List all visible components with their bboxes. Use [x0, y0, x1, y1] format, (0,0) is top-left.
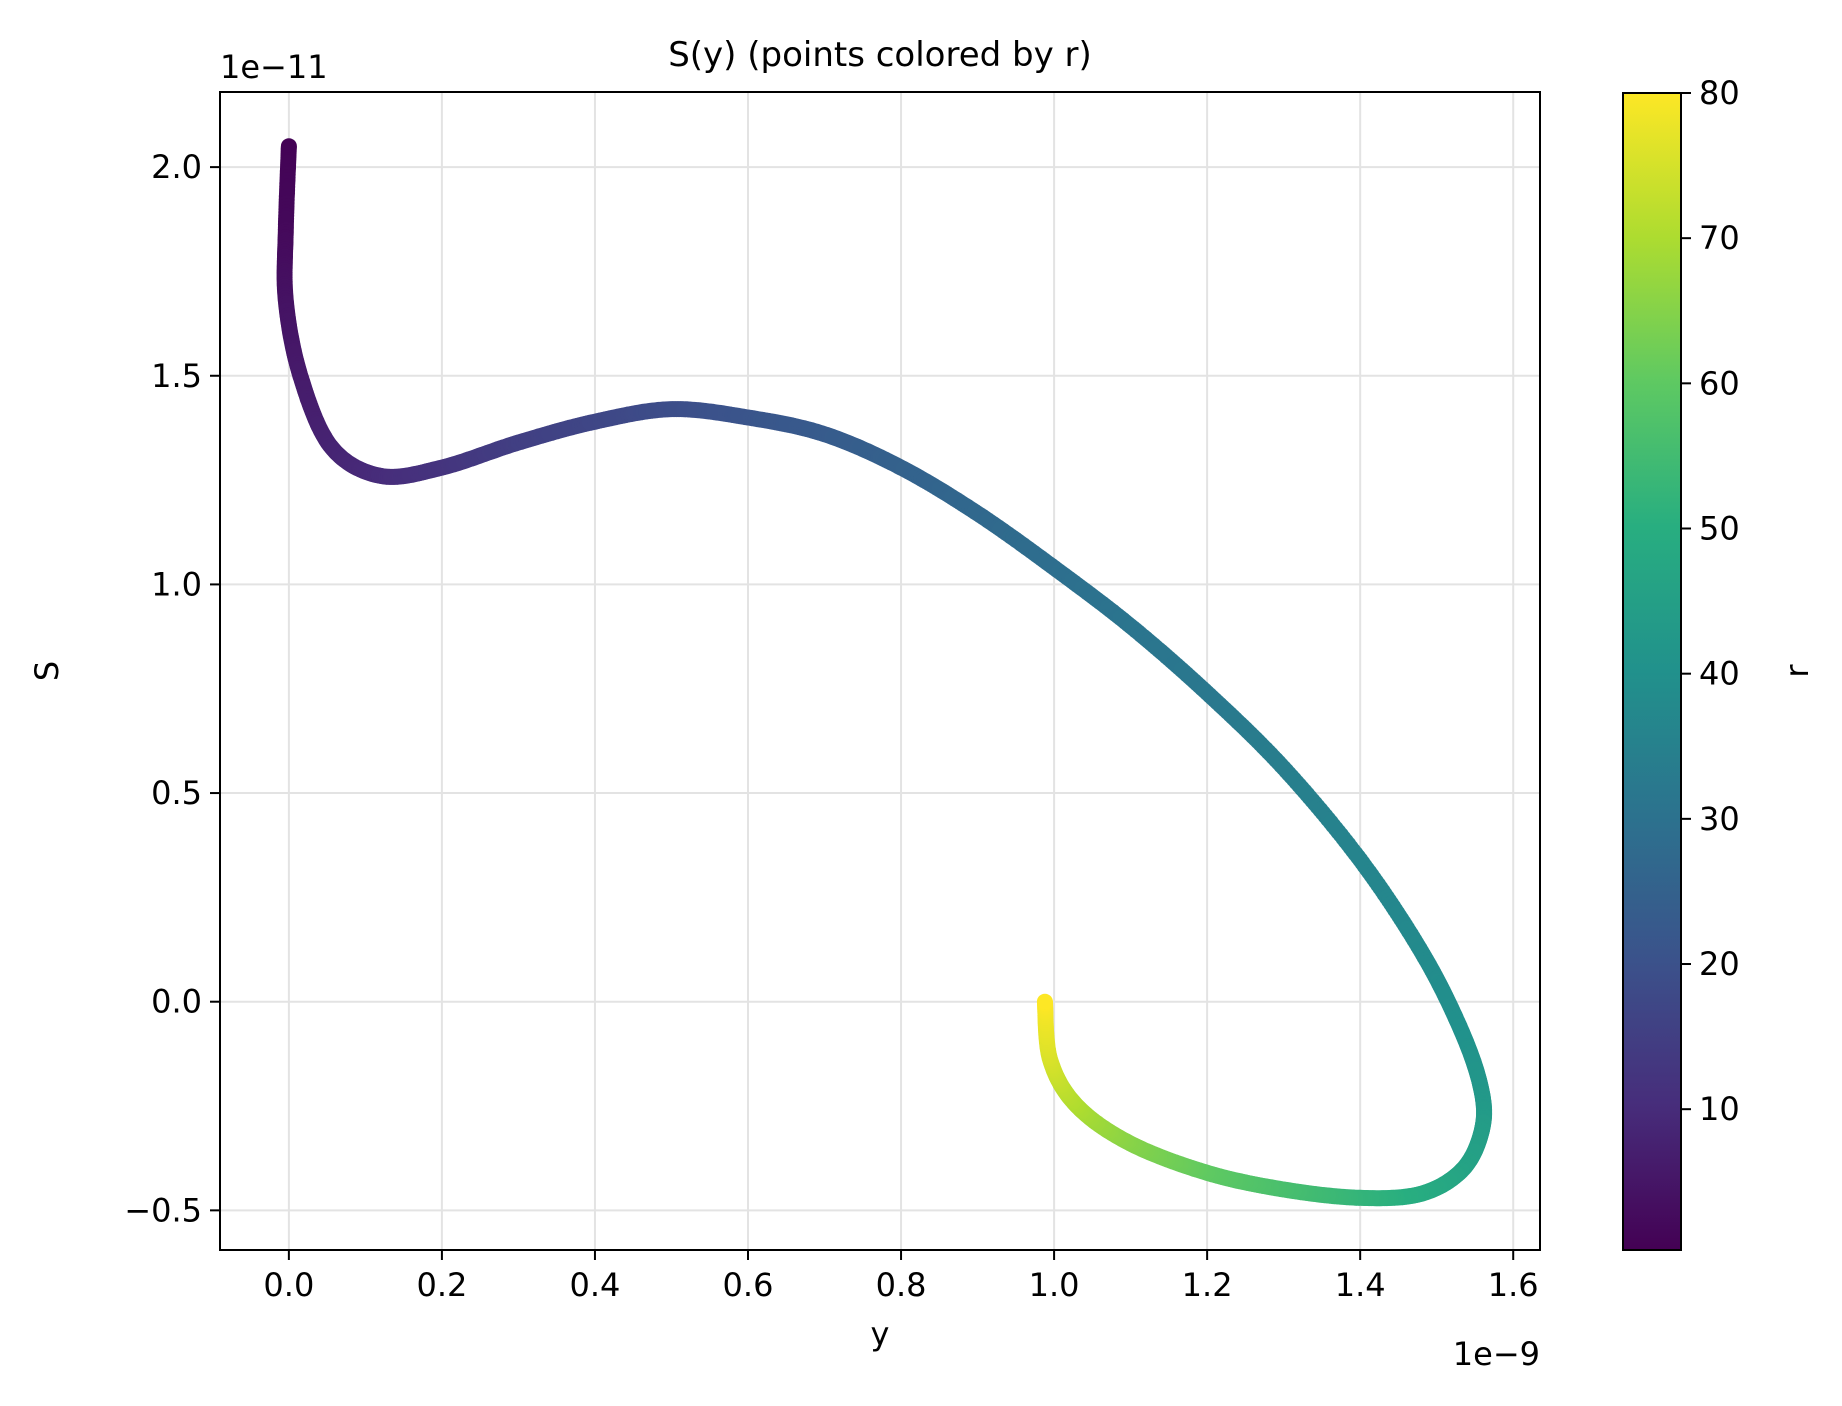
grid — [220, 92, 1540, 1250]
y-tick-label: 1.0 — [151, 565, 202, 603]
colorbar-tick-label: 80 — [1699, 74, 1740, 112]
x-tick-label: 1.0 — [1029, 1266, 1080, 1304]
chart-title: S(y) (points colored by r) — [668, 35, 1092, 75]
data-curve — [276, 138, 1493, 1207]
y-tick-label: 2.0 — [151, 148, 202, 186]
x-tick-label: 0.8 — [876, 1266, 927, 1304]
y-axis-ticks: −0.5 0.0 0.5 1.0 1.5 2.0 — [124, 148, 220, 1229]
colorbar-tick-label: 30 — [1699, 800, 1740, 838]
x-axis-label: y — [871, 1315, 890, 1353]
x-tick-label: 1.6 — [1488, 1266, 1539, 1304]
y-tick-label: 0.0 — [151, 983, 202, 1021]
colorbar-label: r — [1778, 664, 1816, 678]
x-tick-label: 0.6 — [723, 1266, 774, 1304]
colorbar-tick-label: 70 — [1699, 219, 1740, 257]
x-tick-label: 0.0 — [263, 1266, 314, 1304]
axes-frame — [219, 91, 1541, 1251]
y-tick-label: 0.5 — [151, 774, 202, 812]
colorbar-gradient — [1622, 92, 1682, 1251]
x-tick-label: 1.4 — [1335, 1266, 1386, 1304]
y-offset-text: 1e−11 — [220, 48, 328, 86]
colorbar-tick-label: 10 — [1699, 1090, 1740, 1128]
colorbar: 10 20 30 40 50 60 70 80 r — [1622, 74, 1816, 1251]
colorbar-tick-label: 40 — [1699, 655, 1740, 693]
scatter-point — [1036, 993, 1053, 1010]
x-tick-label: 0.4 — [570, 1266, 621, 1304]
x-axis-ticks: 0.0 0.2 0.4 0.6 0.8 1.0 1.2 1.4 1.6 — [263, 1250, 1539, 1304]
colorbar-tick-label: 50 — [1699, 510, 1740, 548]
y-tick-label: −0.5 — [124, 1191, 202, 1229]
x-tick-label: 1.2 — [1182, 1266, 1233, 1304]
x-offset-text: 1e−9 — [1453, 1335, 1540, 1373]
y-axis-label: S — [28, 661, 66, 681]
y-tick-label: 1.5 — [151, 357, 202, 395]
colorbar-tick-label: 60 — [1699, 364, 1740, 402]
colorbar-tick-label: 20 — [1699, 945, 1740, 983]
plot-area: 0.0 0.2 0.4 0.6 0.8 1.0 1.2 1.4 1.6 −0.5 0.0 0.5 1.… — [124, 91, 1541, 1304]
colorbar-ticks: 10 20 30 40 50 60 70 80 — [1681, 74, 1740, 1128]
x-tick-label: 0.2 — [416, 1266, 467, 1304]
